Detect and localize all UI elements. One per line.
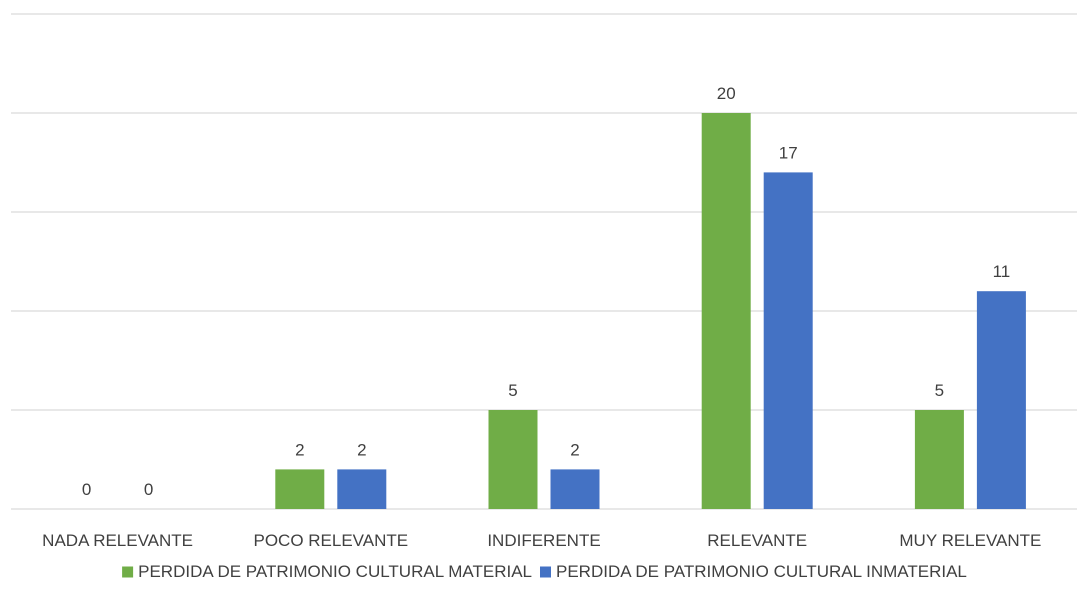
gridlines [11, 13, 1077, 510]
data-label-inmaterial-4: 11 [993, 262, 1011, 281]
legend-item-material: PERDIDA DE PATRIMONIO CULTURAL MATERIAL [122, 562, 532, 581]
data-label-inmaterial-1: 2 [357, 440, 366, 459]
data-label-material-1: 2 [295, 440, 304, 459]
bar-material-1 [275, 469, 325, 509]
bar-material-3 [701, 113, 751, 509]
bar-inmaterial-4 [976, 291, 1026, 509]
legend: PERDIDA DE PATRIMONIO CULTURAL MATERIAL P… [122, 562, 967, 581]
data-label-inmaterial-3: 17 [779, 143, 798, 162]
data-label-material-3: 20 [717, 84, 736, 103]
x-tick-label-0: NADA RELEVANTE [42, 531, 193, 550]
x-axis-tick-labels: NADA RELEVANTE POCO RELEVANTE INDIFERENTE R… [42, 531, 1041, 550]
legend-label: PERDIDA DE PATRIMONIO CULTURAL MATERIAL [138, 562, 532, 581]
x-tick-label-1: POCO RELEVANTE [253, 531, 408, 550]
data-labels: 0 0 2 2 5 2 20 17 5 11 [82, 84, 1010, 499]
legend-swatch [540, 566, 551, 578]
data-label-inmaterial-2: 2 [570, 440, 579, 459]
bars [275, 113, 1026, 509]
data-label-material-4: 5 [935, 381, 944, 400]
bar-inmaterial-3 [763, 172, 813, 509]
bar-inmaterial-1 [337, 469, 387, 509]
bar-material-2 [488, 410, 538, 509]
legend-label: PERDIDA DE PATRIMONIO CULTURAL INMATERIA… [556, 562, 967, 581]
legend-item-inmaterial: PERDIDA DE PATRIMONIO CULTURAL INMATERIA… [540, 562, 967, 581]
x-tick-label-4: MUY RELEVANTE [899, 531, 1041, 550]
data-label-material-0: 0 [82, 480, 91, 499]
x-tick-label-2: INDIFERENTE [487, 531, 600, 550]
legend-swatch [122, 566, 134, 578]
bar-inmaterial-2 [550, 469, 600, 509]
data-label-material-2: 5 [508, 381, 517, 400]
x-tick-label-3: RELEVANTE [707, 531, 807, 550]
bar-material-4 [914, 410, 964, 509]
data-label-inmaterial-0: 0 [144, 480, 153, 499]
